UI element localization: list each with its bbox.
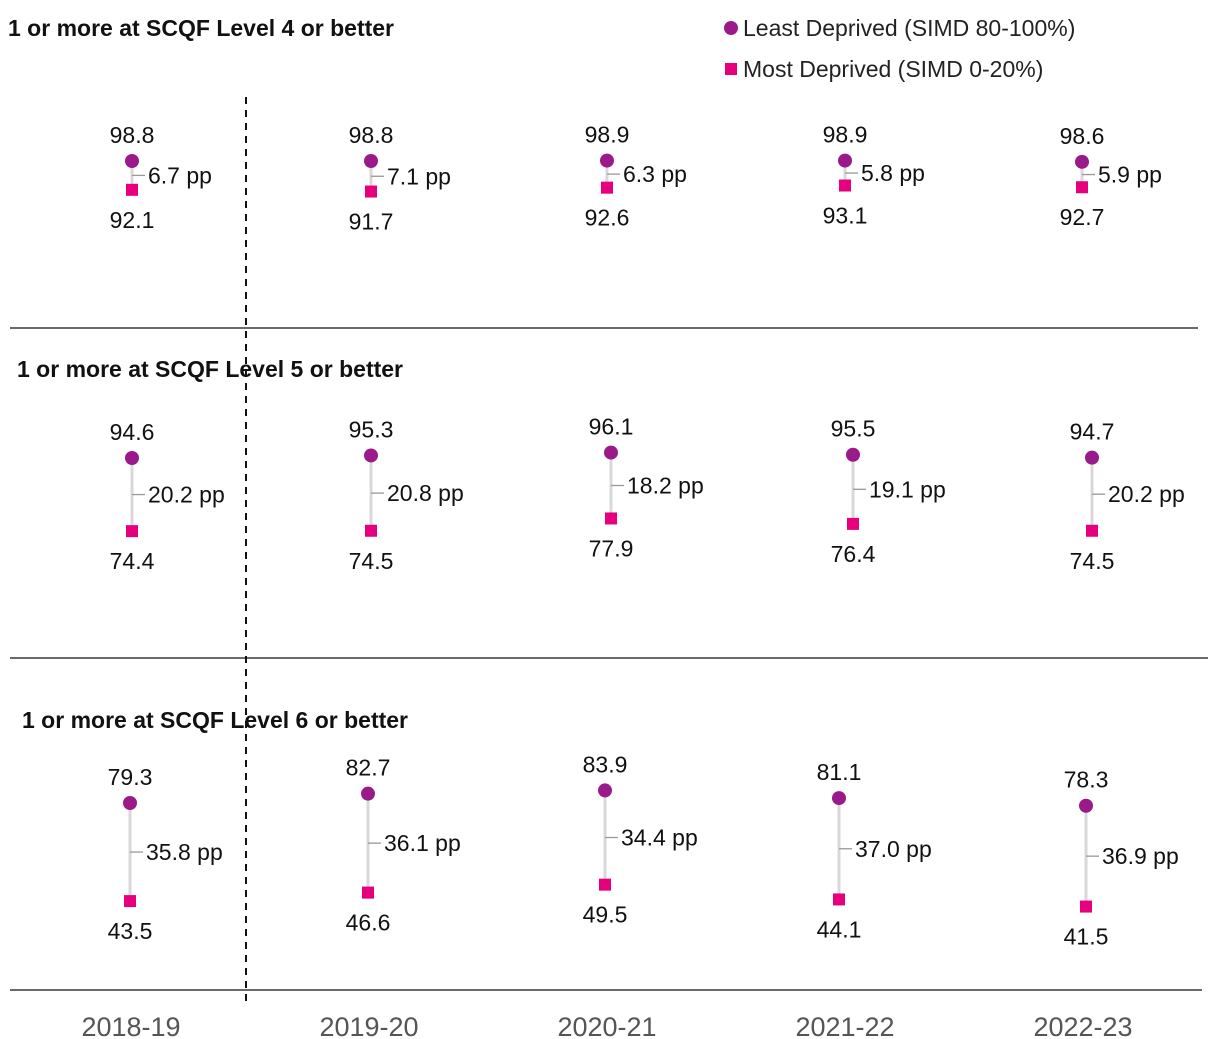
gap-label: 5.8 pp <box>861 160 925 186</box>
most-deprived-point <box>847 517 859 530</box>
most-deprived-point <box>365 185 377 198</box>
gap-label: 35.8 pp <box>146 839 223 865</box>
most-deprived-value: 91.7 <box>349 209 394 235</box>
least-deprived-point <box>1079 798 1093 813</box>
most-deprived-value: 41.5 <box>1064 924 1109 950</box>
legend-least-marker <box>724 21 738 35</box>
x-tick-label: 2018-19 <box>81 1012 180 1039</box>
x-tick-label: 2021-22 <box>795 1012 894 1039</box>
most-deprived-value: 92.1 <box>110 207 155 233</box>
least-deprived-point <box>361 786 375 801</box>
most-deprived-value: 76.4 <box>831 541 876 567</box>
least-deprived-value: 98.8 <box>110 122 155 148</box>
gap-label: 7.1 pp <box>387 163 451 189</box>
most-deprived-point <box>601 181 613 194</box>
gap-label: 20.8 pp <box>387 480 464 506</box>
gap-label: 6.7 pp <box>148 162 212 188</box>
gap-label: 34.4 pp <box>621 825 698 851</box>
panel-title: 1 or more at SCQF Level 6 or better <box>22 707 408 733</box>
most-deprived-point <box>1086 524 1098 537</box>
most-deprived-value: 74.5 <box>349 548 394 574</box>
least-deprived-value: 95.3 <box>349 416 394 442</box>
least-deprived-point <box>1085 450 1099 465</box>
least-deprived-point <box>125 154 139 168</box>
legend-least-label: Least Deprived (SIMD 80-100%) <box>743 15 1075 41</box>
least-deprived-value: 82.7 <box>346 755 391 781</box>
most-deprived-point <box>126 183 138 196</box>
legend: Least Deprived (SIMD 80-100%) Most Depri… <box>724 15 1075 82</box>
gap-label: 20.2 pp <box>148 482 225 508</box>
x-tick-label: 2022-23 <box>1033 1012 1132 1039</box>
least-deprived-point <box>832 791 846 806</box>
gap-label: 6.3 pp <box>623 161 687 187</box>
most-deprived-point <box>1076 181 1088 194</box>
chart-marks: 98.8 92.1 6.7 pp 98.8 91.7 7.1 pp 98.9 92.6 6.3 … <box>108 122 1185 950</box>
most-deprived-value: 44.1 <box>817 916 862 942</box>
gap-label: 37.0 pp <box>855 836 932 862</box>
most-deprived-value: 92.6 <box>585 205 630 231</box>
least-deprived-value: 98.6 <box>1060 123 1105 149</box>
least-deprived-point <box>846 447 860 462</box>
most-deprived-point <box>599 878 611 891</box>
least-deprived-point <box>1075 154 1089 169</box>
least-deprived-value: 94.7 <box>1070 419 1115 445</box>
least-deprived-point <box>600 153 614 168</box>
gap-label: 5.9 pp <box>1098 162 1162 188</box>
most-deprived-point <box>362 886 374 899</box>
most-deprived-point <box>1080 900 1092 913</box>
least-deprived-point <box>838 153 852 168</box>
least-deprived-point <box>123 796 137 810</box>
most-deprived-value: 43.5 <box>108 918 153 944</box>
least-deprived-value: 98.8 <box>349 122 394 148</box>
gap-label: 18.2 pp <box>627 473 704 499</box>
gap-label: 19.1 pp <box>869 476 946 502</box>
gap-label: 36.9 pp <box>1102 843 1179 869</box>
least-deprived-value: 81.1 <box>817 759 862 785</box>
most-deprived-value: 74.4 <box>110 548 155 574</box>
most-deprived-value: 46.6 <box>346 910 391 936</box>
most-deprived-point <box>833 893 845 906</box>
most-deprived-value: 93.1 <box>823 203 868 229</box>
most-deprived-value: 77.9 <box>589 535 634 561</box>
least-deprived-value: 78.3 <box>1064 767 1109 793</box>
x-tick-label: 2020-21 <box>557 1012 656 1039</box>
most-deprived-value: 92.7 <box>1060 204 1105 230</box>
least-deprived-value: 95.5 <box>831 416 876 442</box>
least-deprived-point <box>604 445 618 460</box>
most-deprived-point <box>124 895 136 908</box>
panel-title: 1 or more at SCQF Level 4 or better <box>8 15 394 41</box>
gap-label: 36.1 pp <box>384 830 461 856</box>
most-deprived-point <box>126 525 138 538</box>
x-tick-label: 2019-20 <box>319 1012 418 1039</box>
most-deprived-point <box>365 524 377 537</box>
legend-most-label: Most Deprived (SIMD 0-20%) <box>743 56 1043 82</box>
least-deprived-value: 79.3 <box>108 764 153 790</box>
least-deprived-point <box>598 783 612 798</box>
most-deprived-point <box>839 179 851 192</box>
legend-most-marker <box>725 63 737 75</box>
gap-label: 20.2 pp <box>1108 481 1185 507</box>
least-deprived-point <box>125 451 139 465</box>
least-deprived-point <box>364 154 378 168</box>
most-deprived-point <box>605 512 617 525</box>
panel-title: 1 or more at SCQF Level 5 or better <box>17 356 403 382</box>
least-deprived-value: 96.1 <box>589 414 634 440</box>
least-deprived-point <box>364 448 378 463</box>
most-deprived-value: 49.5 <box>583 902 628 928</box>
least-deprived-value: 94.6 <box>110 419 155 445</box>
least-deprived-value: 83.9 <box>583 751 628 777</box>
least-deprived-value: 98.9 <box>823 122 868 148</box>
most-deprived-value: 74.5 <box>1070 548 1115 574</box>
least-deprived-value: 98.9 <box>585 122 630 148</box>
